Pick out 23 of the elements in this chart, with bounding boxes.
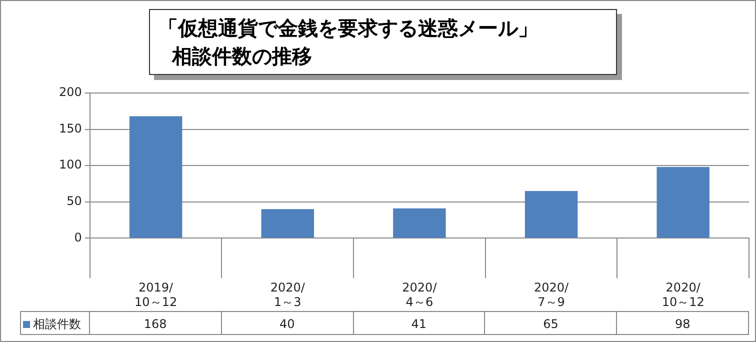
- chart-subtitle: 相談件数の推移: [170, 43, 313, 70]
- data-label: 41: [352, 311, 486, 335]
- x-tick-label: 2020/10～12: [662, 280, 704, 309]
- x-tick-label: 2019/10～12: [134, 280, 178, 309]
- bar: [129, 116, 182, 238]
- y-tick-label: 200: [59, 85, 82, 100]
- bar: [656, 167, 710, 238]
- y-tick-label: 50: [66, 194, 82, 208]
- data-label: 168: [88, 311, 222, 335]
- chart-title: 「仮想通貨で金銭を要求する迷惑メール」: [158, 15, 539, 42]
- x-tick-label: 2020/4～6: [402, 280, 438, 309]
- bar: [393, 208, 446, 238]
- data-label: 98: [616, 311, 749, 335]
- bar: [261, 209, 314, 238]
- data-label: 40: [220, 311, 354, 335]
- legend-label: 相談件数: [20, 311, 90, 335]
- data-label: 65: [484, 311, 618, 335]
- bar: [524, 191, 578, 238]
- x-tick-label: 2020/7～9: [534, 280, 570, 309]
- x-tick-label: 2020/1～3: [270, 280, 306, 309]
- y-tick-label: 150: [59, 121, 82, 136]
- y-tick-label: 100: [59, 158, 82, 172]
- y-tick-label: 0: [74, 230, 82, 244]
